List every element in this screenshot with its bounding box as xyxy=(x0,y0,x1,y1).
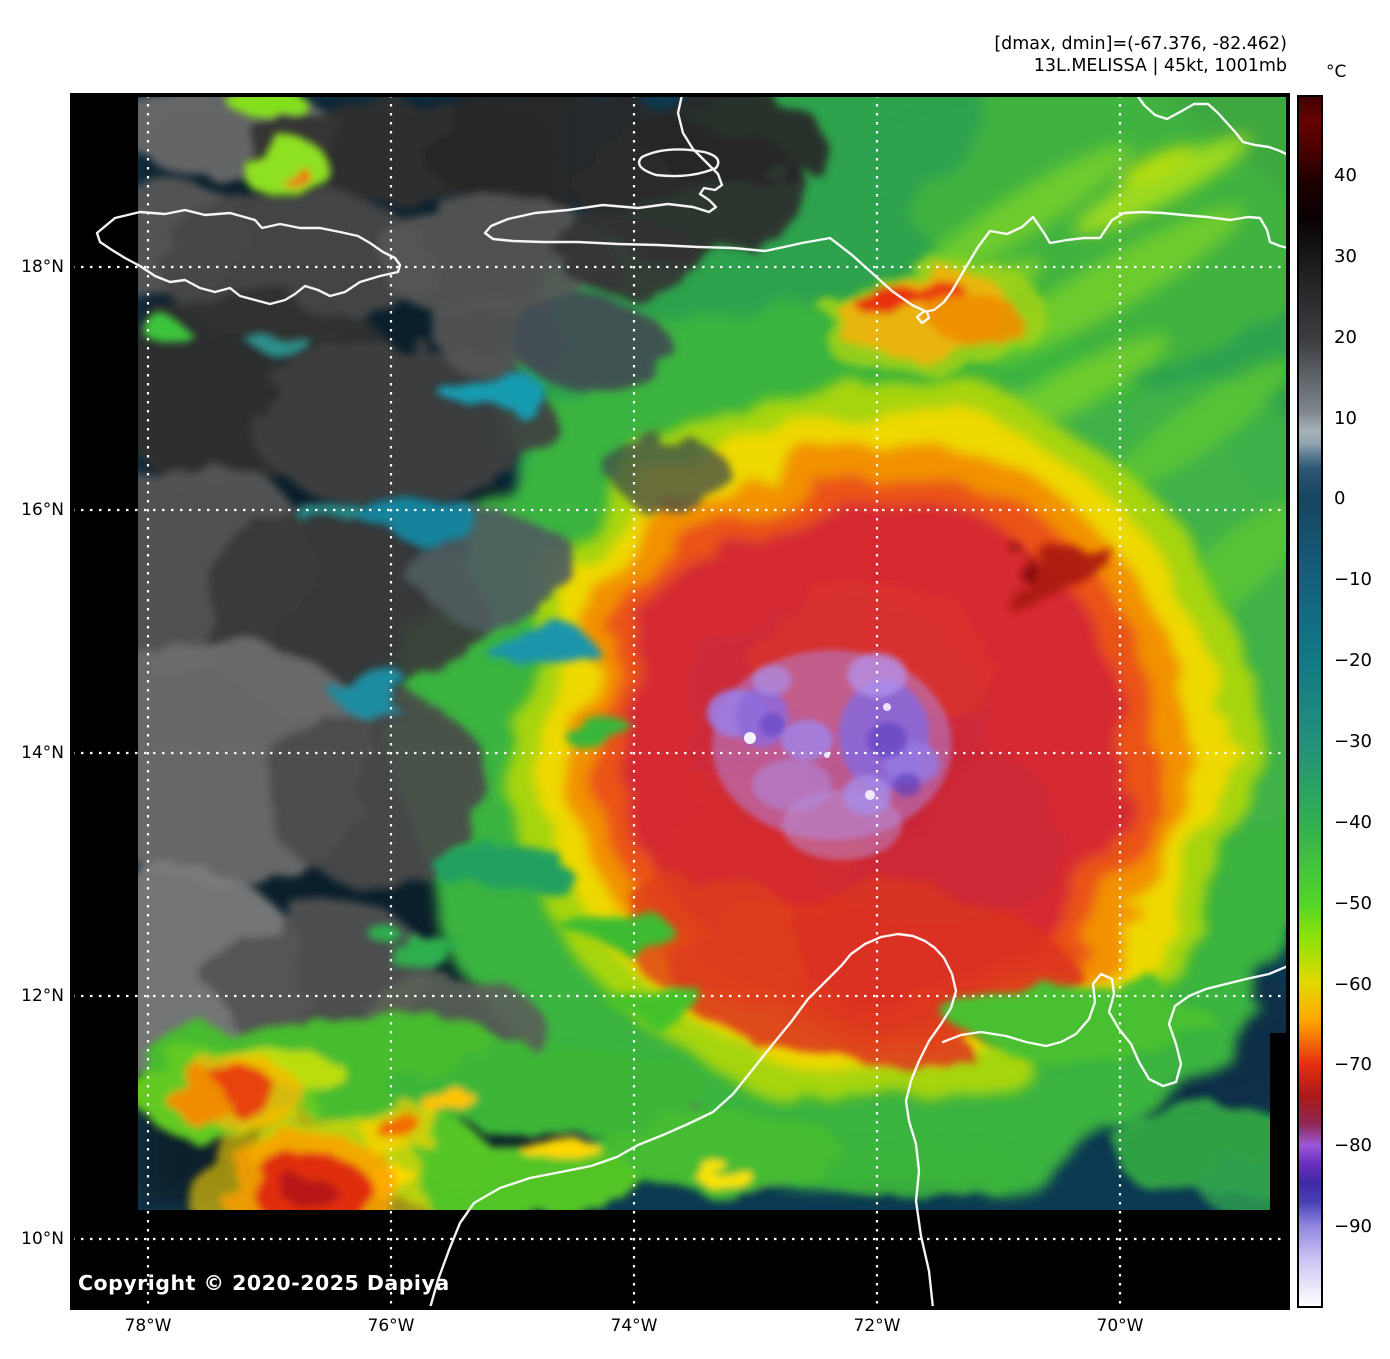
colorbar-tick: −30 xyxy=(1334,731,1372,752)
colorbar-tick: −70 xyxy=(1334,1054,1372,1075)
coastline-jamaica xyxy=(95,208,402,306)
lat-label-14n: 14°N xyxy=(21,743,64,763)
coastline-south-america xyxy=(428,932,958,1310)
colorbar-tick: −80 xyxy=(1334,1135,1372,1156)
colorbar-tick: 30 xyxy=(1334,246,1357,267)
satellite-image xyxy=(72,93,1290,1310)
colorbar-tick: −90 xyxy=(1334,1216,1372,1237)
dmax-dmin-annotation: [dmax, dmin]=(-67.376, -82.462) xyxy=(994,34,1287,54)
lon-label-74w: 74°W xyxy=(610,1316,658,1336)
coastline-gonave-island xyxy=(637,148,720,178)
colorbar-tick: 0 xyxy=(1334,488,1346,509)
colorbar-tick: −50 xyxy=(1334,893,1372,914)
colorbar xyxy=(1297,95,1323,1308)
lat-label-16n: 16°N xyxy=(21,500,64,520)
overshooting-tops xyxy=(707,650,952,860)
storm-annotation: 13L.MELISSA | 45kt, 1001mb xyxy=(1033,56,1287,76)
annotation-block: [dmax, dmin]=(-67.376, -82.462) 13L.MELI… xyxy=(994,33,1287,77)
swath-edge-notch xyxy=(1270,1033,1288,1210)
lon-label-70w: 70°W xyxy=(1096,1316,1144,1336)
plot-border xyxy=(72,95,1288,1308)
lon-label-76w: 76°W xyxy=(367,1316,415,1336)
coastline-hispaniola-south xyxy=(483,93,1290,325)
colorbar-tick: 10 xyxy=(1334,408,1357,429)
southern-rainband xyxy=(138,982,1288,1210)
satellite-data-swath xyxy=(138,95,1288,1210)
lat-label-12n: 12°N xyxy=(21,986,64,1006)
colorbar-tick: −20 xyxy=(1334,650,1372,671)
colorbar-tick: −60 xyxy=(1334,974,1372,995)
satellite-map-canvas xyxy=(70,93,1290,1310)
lat-label-10n: 10°N xyxy=(21,1229,64,1249)
lat-label-18n: 18°N xyxy=(21,257,64,277)
colorbar-tick: 40 xyxy=(1334,165,1357,186)
copyright-watermark: Copyright © 2020-2025 Dapiya xyxy=(78,1271,450,1295)
colorbar-tick: 20 xyxy=(1334,327,1357,348)
lon-label-78w: 78°W xyxy=(124,1316,172,1336)
colorbar-unit-label: °C xyxy=(1326,62,1347,82)
scattered-convection xyxy=(145,95,707,1016)
colorbar-tick: −10 xyxy=(1334,569,1372,590)
colorbar-tick: −40 xyxy=(1334,812,1372,833)
lon-label-72w: 72°W xyxy=(853,1316,901,1336)
coastline-hispaniola-north xyxy=(1135,93,1290,157)
